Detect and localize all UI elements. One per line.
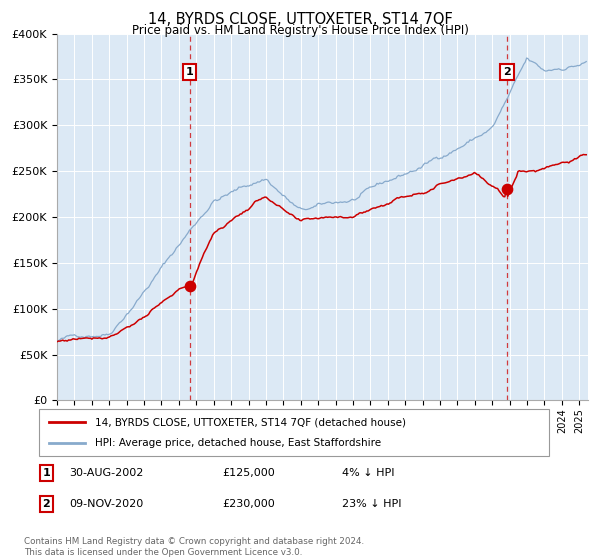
- Text: 14, BYRDS CLOSE, UTTOXETER, ST14 7QF: 14, BYRDS CLOSE, UTTOXETER, ST14 7QF: [148, 12, 452, 27]
- Text: 1: 1: [186, 67, 194, 77]
- Text: 4% ↓ HPI: 4% ↓ HPI: [342, 468, 395, 478]
- Text: 2: 2: [503, 67, 511, 77]
- Text: Contains HM Land Registry data © Crown copyright and database right 2024.
This d: Contains HM Land Registry data © Crown c…: [24, 537, 364, 557]
- Point: [502, 185, 512, 194]
- Text: HPI: Average price, detached house, East Staffordshire: HPI: Average price, detached house, East…: [95, 438, 381, 448]
- Text: 14, BYRDS CLOSE, UTTOXETER, ST14 7QF (detached house): 14, BYRDS CLOSE, UTTOXETER, ST14 7QF (de…: [95, 417, 406, 427]
- Text: 1: 1: [43, 468, 50, 478]
- Text: £230,000: £230,000: [222, 499, 275, 509]
- Text: 2: 2: [43, 499, 50, 509]
- Text: Price paid vs. HM Land Registry's House Price Index (HPI): Price paid vs. HM Land Registry's House …: [131, 24, 469, 37]
- Text: £125,000: £125,000: [222, 468, 275, 478]
- Text: 30-AUG-2002: 30-AUG-2002: [69, 468, 143, 478]
- FancyBboxPatch shape: [39, 409, 549, 456]
- Text: 23% ↓ HPI: 23% ↓ HPI: [342, 499, 401, 509]
- Text: 09-NOV-2020: 09-NOV-2020: [69, 499, 143, 509]
- Point: [185, 281, 194, 290]
